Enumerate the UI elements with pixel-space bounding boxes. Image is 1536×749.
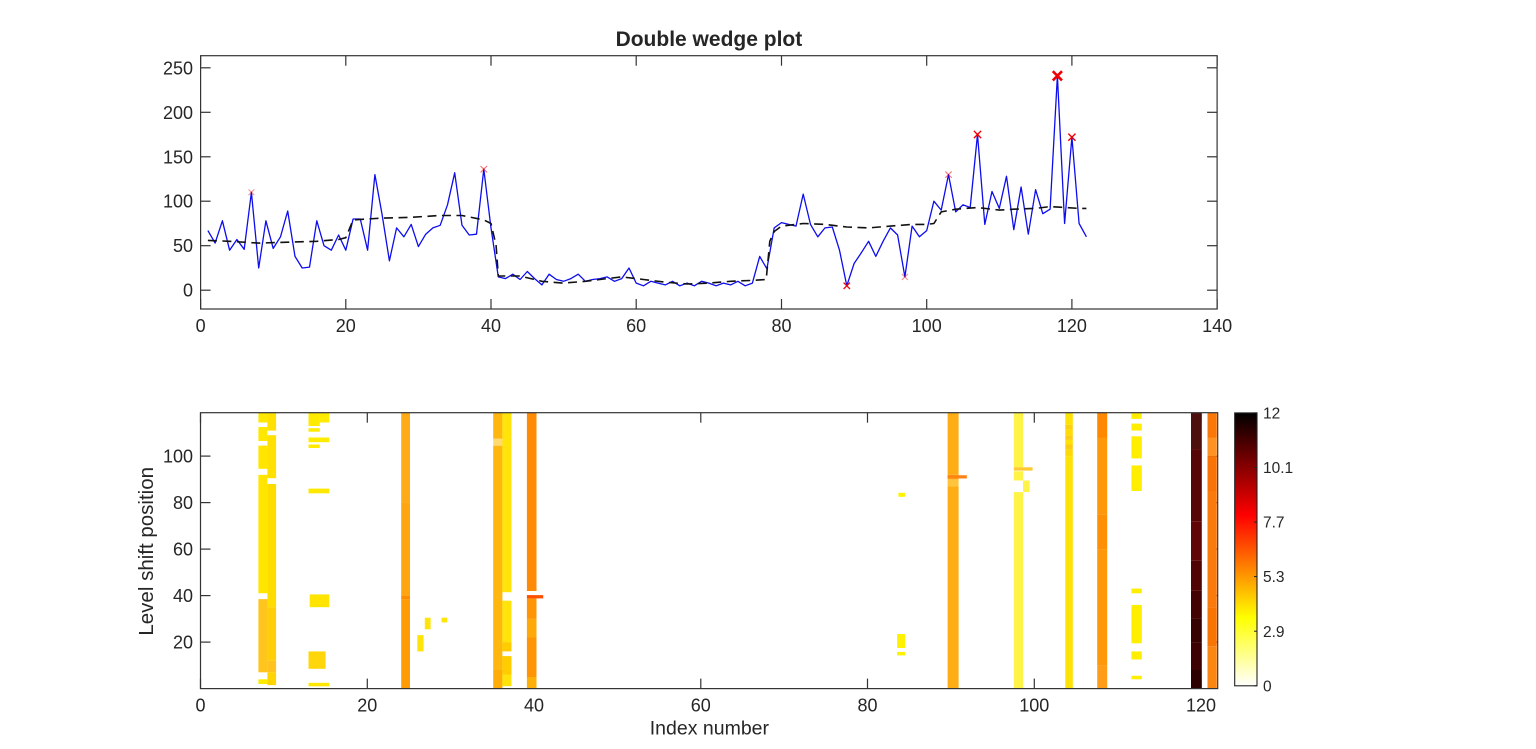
svg-text:150: 150 bbox=[163, 147, 193, 167]
svg-text:50: 50 bbox=[173, 236, 193, 256]
svg-text:5.3: 5.3 bbox=[1263, 569, 1285, 586]
svg-text:0: 0 bbox=[1263, 678, 1272, 695]
svg-text:Double wedge plot: Double wedge plot bbox=[616, 28, 803, 51]
svg-text:80: 80 bbox=[173, 493, 193, 513]
svg-text:40: 40 bbox=[524, 696, 544, 716]
svg-text:10.1: 10.1 bbox=[1263, 460, 1293, 477]
svg-text:120: 120 bbox=[1186, 696, 1216, 716]
svg-text:100: 100 bbox=[163, 447, 193, 467]
svg-text:0: 0 bbox=[183, 281, 193, 301]
svg-text:20: 20 bbox=[173, 633, 193, 653]
svg-text:120: 120 bbox=[1057, 316, 1087, 336]
svg-text:20: 20 bbox=[357, 696, 377, 716]
svg-text:60: 60 bbox=[626, 316, 646, 336]
svg-text:40: 40 bbox=[481, 316, 501, 336]
svg-text:250: 250 bbox=[163, 58, 193, 78]
svg-text:40: 40 bbox=[173, 586, 193, 606]
svg-text:20: 20 bbox=[336, 316, 356, 336]
svg-text:0: 0 bbox=[196, 316, 206, 336]
svg-text:100: 100 bbox=[163, 192, 193, 212]
svg-text:80: 80 bbox=[771, 316, 791, 336]
svg-text:140: 140 bbox=[1202, 316, 1232, 336]
svg-text:Index number: Index number bbox=[650, 718, 770, 740]
svg-text:100: 100 bbox=[1019, 696, 1049, 716]
svg-text:7.7: 7.7 bbox=[1263, 515, 1285, 532]
svg-text:100: 100 bbox=[912, 316, 942, 336]
svg-text:60: 60 bbox=[173, 540, 193, 560]
svg-text:80: 80 bbox=[857, 696, 877, 716]
svg-text:12: 12 bbox=[1263, 406, 1280, 423]
svg-text:200: 200 bbox=[163, 103, 193, 123]
svg-text:0: 0 bbox=[195, 696, 205, 716]
svg-text:2.9: 2.9 bbox=[1263, 624, 1285, 641]
svg-text:Level shift position: Level shift position bbox=[135, 467, 158, 636]
svg-text:60: 60 bbox=[691, 696, 711, 716]
